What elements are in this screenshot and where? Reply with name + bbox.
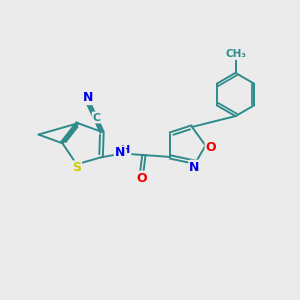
Text: O: O: [136, 172, 147, 184]
Text: C: C: [93, 112, 101, 123]
Text: S: S: [72, 161, 81, 174]
Text: N: N: [189, 161, 200, 174]
Text: N: N: [115, 146, 125, 159]
Text: N: N: [83, 91, 94, 104]
Text: O: O: [206, 141, 216, 154]
Text: CH₃: CH₃: [226, 49, 247, 59]
Text: H: H: [121, 145, 130, 155]
